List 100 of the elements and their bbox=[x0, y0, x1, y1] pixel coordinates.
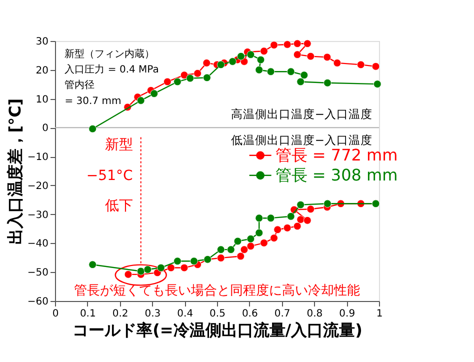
point bbox=[303, 216, 312, 224]
point bbox=[144, 266, 152, 274]
point bbox=[202, 59, 211, 67]
y-tick-label: 30 bbox=[36, 36, 48, 48]
annotation: 高温側出口温度−入口温度 bbox=[230, 107, 373, 122]
annotation: = 30.7 mm bbox=[64, 96, 122, 107]
point bbox=[237, 52, 245, 60]
point bbox=[190, 257, 198, 266]
point bbox=[203, 74, 211, 82]
point bbox=[306, 205, 315, 214]
point bbox=[324, 200, 332, 208]
point bbox=[164, 78, 172, 86]
point bbox=[296, 78, 304, 86]
point bbox=[136, 96, 145, 104]
annotation: 新型 bbox=[104, 137, 133, 153]
y-tick-label: −40 bbox=[27, 238, 48, 250]
y-tick-label: 10 bbox=[36, 94, 48, 106]
point bbox=[274, 226, 282, 234]
point bbox=[194, 69, 202, 78]
point bbox=[174, 257, 182, 266]
point bbox=[293, 222, 302, 230]
y-tick-label: 0 bbox=[42, 123, 48, 134]
point bbox=[216, 254, 225, 262]
point bbox=[216, 60, 225, 69]
x-tick-label: 0 bbox=[52, 308, 59, 320]
point bbox=[286, 212, 295, 220]
point bbox=[373, 80, 382, 88]
point bbox=[296, 200, 304, 209]
point bbox=[186, 74, 194, 82]
annotation: −51°C bbox=[86, 168, 133, 184]
point bbox=[270, 41, 278, 49]
point bbox=[372, 62, 380, 70]
y-tick-label: 20 bbox=[36, 65, 48, 76]
x-tick-label: 0.9 bbox=[339, 308, 356, 320]
point bbox=[180, 264, 188, 272]
annotation: 低下 bbox=[104, 198, 133, 214]
point bbox=[270, 234, 278, 242]
annotation: 新型（フィン内蔵） bbox=[64, 48, 155, 60]
point bbox=[150, 90, 158, 98]
point bbox=[255, 228, 264, 237]
point bbox=[227, 246, 235, 254]
x-tick-label: 0.3 bbox=[144, 308, 161, 320]
x-tick-label: 0.8 bbox=[306, 308, 323, 320]
y-tick-label: −50 bbox=[27, 268, 48, 279]
point bbox=[323, 53, 332, 62]
point bbox=[283, 40, 292, 48]
x-axis-title: コールド率(=冷温側出口流量/入口流量) bbox=[72, 320, 362, 340]
point bbox=[300, 71, 308, 79]
point bbox=[124, 270, 132, 278]
point bbox=[293, 40, 302, 48]
x-tick-label: 0.4 bbox=[177, 308, 194, 320]
point bbox=[306, 52, 315, 60]
point bbox=[246, 234, 255, 243]
x-tick-label: 0.7 bbox=[274, 308, 290, 320]
point bbox=[293, 50, 302, 58]
y-tick-label: −60 bbox=[27, 296, 48, 308]
x-tick-label: 0.6 bbox=[242, 308, 258, 320]
y-axis-title: 出入口温度差，[°C] bbox=[5, 98, 24, 245]
point bbox=[324, 78, 332, 87]
point bbox=[246, 242, 255, 250]
point bbox=[266, 68, 275, 76]
point bbox=[180, 71, 188, 79]
point bbox=[167, 264, 175, 272]
annotation: 入口圧力 = 0.4 MPa bbox=[64, 64, 159, 76]
point bbox=[240, 246, 248, 254]
point bbox=[88, 124, 96, 133]
point bbox=[260, 47, 268, 56]
point bbox=[296, 216, 304, 224]
point bbox=[255, 214, 264, 222]
point bbox=[240, 58, 248, 66]
point bbox=[216, 246, 225, 254]
point bbox=[356, 60, 365, 69]
x-tick-label: 0.1 bbox=[80, 308, 96, 320]
x-tick-label: 1 bbox=[376, 308, 383, 320]
y-tick-label: −30 bbox=[27, 210, 48, 221]
annotation: 低温側出口温度−入口温度 bbox=[230, 133, 373, 148]
point bbox=[174, 78, 182, 86]
point bbox=[246, 50, 255, 58]
point bbox=[234, 237, 242, 246]
point bbox=[333, 59, 342, 67]
point bbox=[88, 260, 96, 268]
point bbox=[286, 68, 295, 76]
point bbox=[303, 40, 312, 48]
point bbox=[157, 264, 165, 272]
x-tick-label: 0.2 bbox=[112, 308, 128, 320]
annotation: 管長が短くても長い場合と同程度に高い冷却性能 bbox=[74, 282, 360, 299]
legend-label: 管長 = 308 mm bbox=[275, 165, 398, 184]
annotation: 管内径 bbox=[64, 79, 95, 92]
point bbox=[266, 214, 275, 222]
y-tick-label: −10 bbox=[27, 152, 48, 164]
legend-label: 管長 = 772 mm bbox=[275, 145, 398, 164]
point bbox=[256, 56, 265, 64]
point bbox=[255, 66, 264, 74]
point bbox=[236, 252, 245, 260]
x-tick-label: 0.5 bbox=[210, 308, 226, 320]
point bbox=[228, 58, 236, 66]
point bbox=[283, 224, 292, 232]
point bbox=[136, 267, 145, 276]
y-tick-label: −20 bbox=[27, 180, 48, 192]
point bbox=[260, 239, 268, 247]
